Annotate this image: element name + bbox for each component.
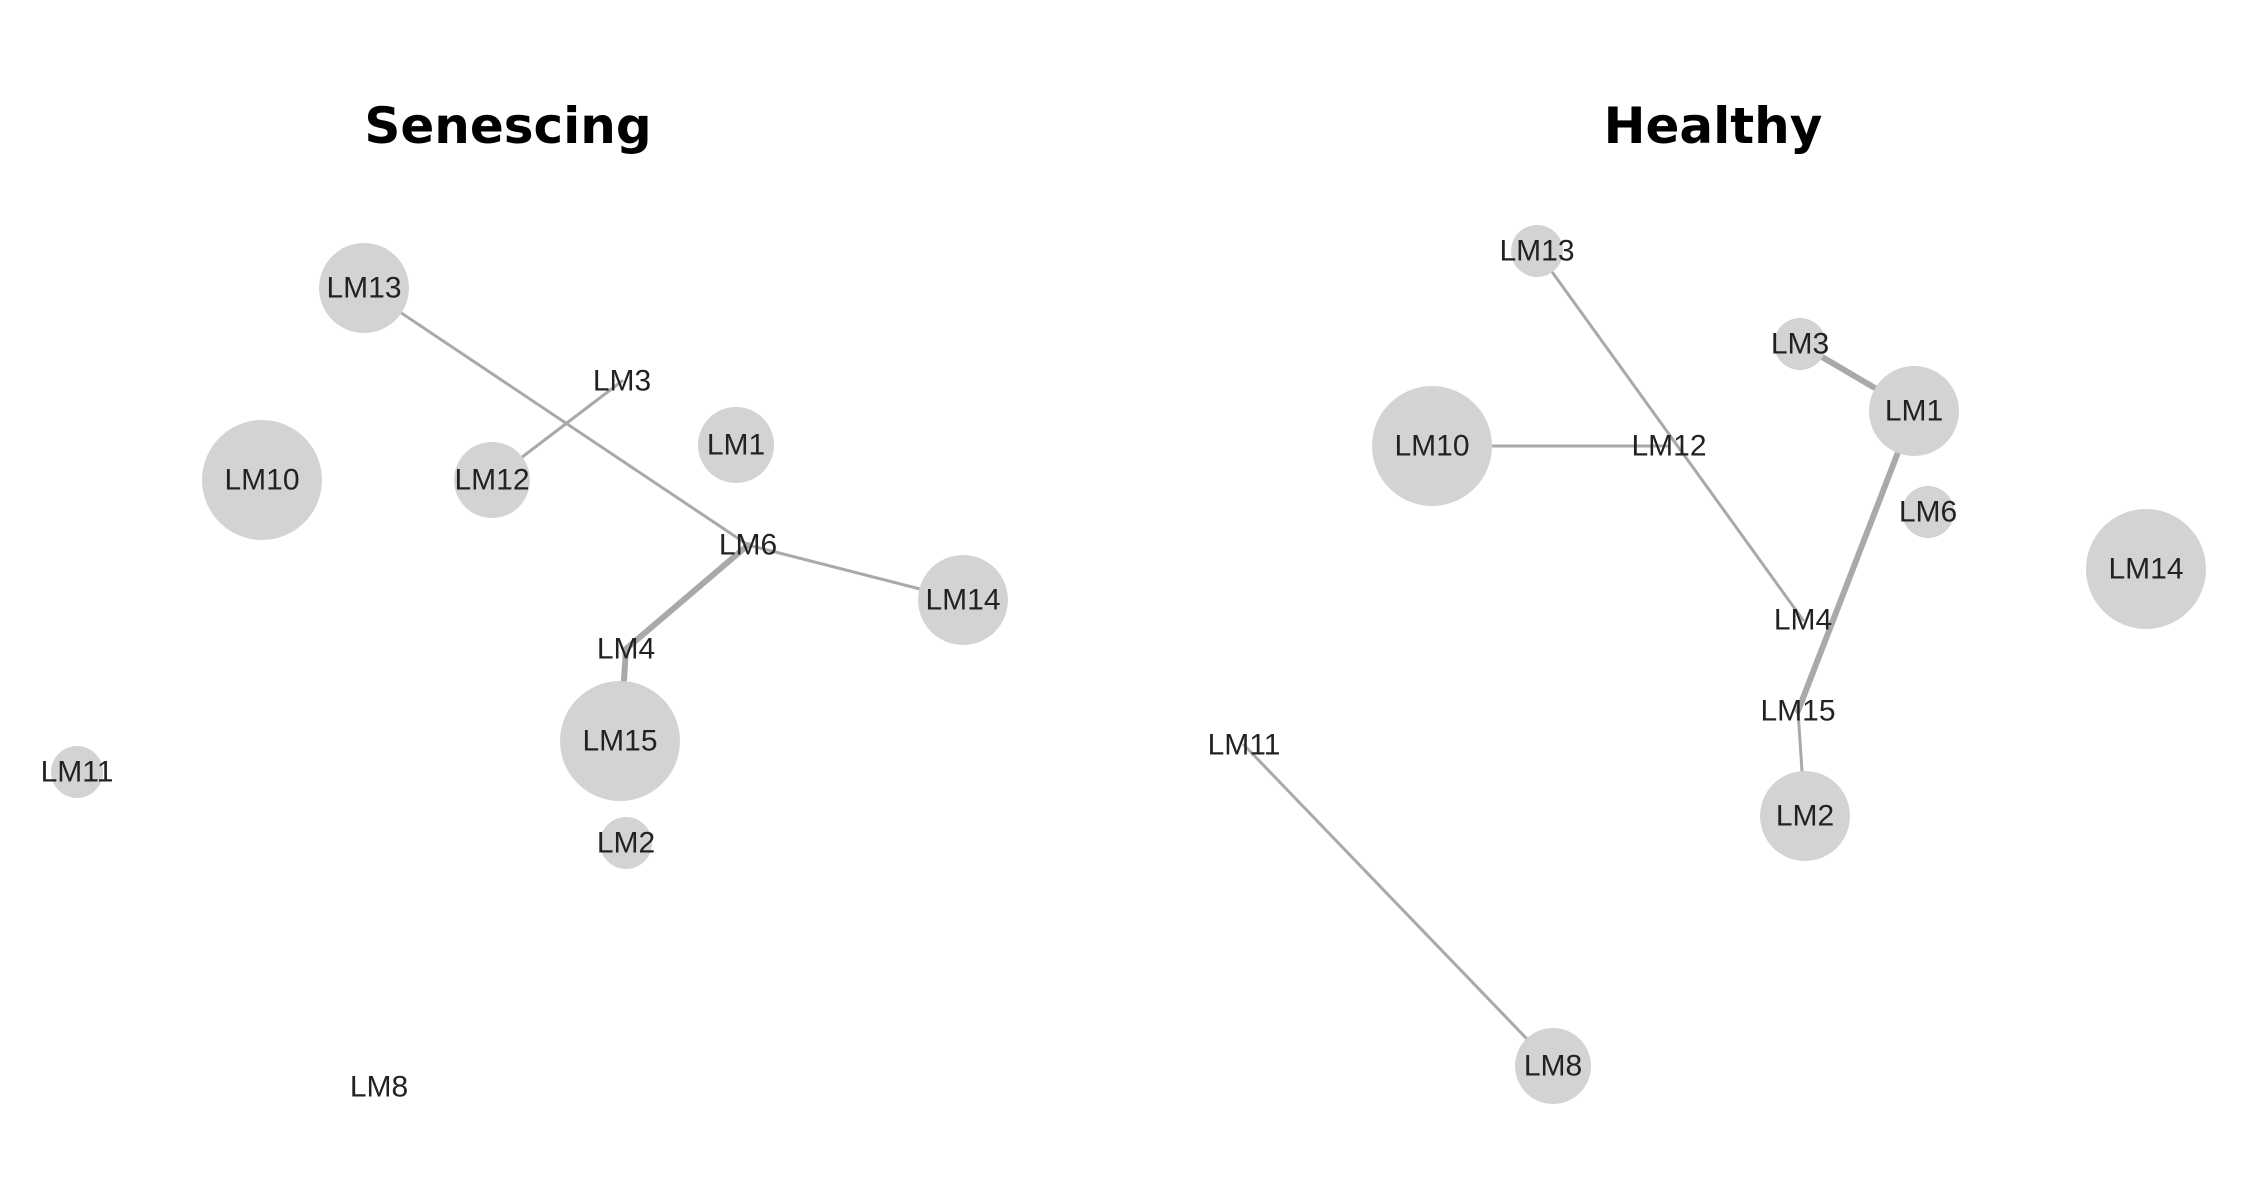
senescing-node-circle-lm12 xyxy=(454,442,530,518)
healthy-node-circle-lm3 xyxy=(1774,318,1826,370)
healthy-node-lm14: LM14 xyxy=(2086,509,2206,629)
senescing-node-label-lm4: LM4 xyxy=(597,633,655,666)
healthy-node-lm15: LM15 xyxy=(1760,695,1835,728)
healthy-node-lm2: LM2 xyxy=(1760,771,1850,861)
healthy-nodes: LM13 LM3 LM1 LM10 LM12 LM6 LM14 LM4 LM15 LM2 LM11 L… xyxy=(1208,225,2206,1104)
healthy-title: Healthy xyxy=(1604,97,1823,155)
healthy-node-lm4: LM4 xyxy=(1774,604,1832,637)
healthy-node-lm13: LM13 xyxy=(1499,225,1575,277)
senescing-node-circle-lm13 xyxy=(319,243,409,333)
senescing-nodes: LM13 LM3 LM1 LM10 LM12 LM6 LM14 LM4 LM15 LM11 LM2 L… xyxy=(41,243,1008,1104)
senescing-node-label-lm11: LM11 xyxy=(41,756,114,789)
healthy-node-label-lm4: LM4 xyxy=(1774,604,1832,637)
senescing-node-lm11: LM11 xyxy=(41,746,114,798)
senescing-node-label-lm15: LM15 xyxy=(582,725,657,758)
healthy-node-label-lm11: LM11 xyxy=(1208,729,1281,762)
healthy-node-label-lm13: LM13 xyxy=(1499,235,1574,268)
healthy-node-label-lm15: LM15 xyxy=(1760,695,1835,728)
healthy-node-label-lm10: LM10 xyxy=(1394,430,1469,463)
senescing-edge-lm6-lm4 xyxy=(623,542,751,652)
healthy-node-lm3: LM3 xyxy=(1771,318,1829,370)
healthy-node-circle-lm8 xyxy=(1515,1028,1591,1104)
senescing-node-label-lm3: LM3 xyxy=(593,365,651,398)
senescing-node-lm2: LM2 xyxy=(597,817,655,869)
healthy-node-circle-lm1 xyxy=(1869,366,1959,456)
senescing-node-lm6: LM6 xyxy=(719,529,777,562)
healthy-node-label-lm2: LM2 xyxy=(1776,800,1834,833)
healthy-node-label-lm12: LM12 xyxy=(1631,430,1706,463)
healthy-node-lm11: LM11 xyxy=(1208,729,1281,762)
senescing-node-lm8: LM8 xyxy=(350,1071,408,1104)
senescing-node-lm12: LM12 xyxy=(454,442,530,518)
senescing-node-label-lm12: LM12 xyxy=(454,464,529,497)
senescing-node-label-lm14: LM14 xyxy=(925,584,1000,617)
senescing-node-label-lm13: LM13 xyxy=(326,272,401,305)
senescing-node-lm4: LM4 xyxy=(597,633,655,666)
healthy-node-lm8: LM8 xyxy=(1515,1028,1591,1104)
senescing-node-label-lm8: LM8 xyxy=(350,1071,408,1104)
healthy-node-circle-lm10 xyxy=(1372,386,1492,506)
healthy-panel: Healthy LM13 LM3 LM1 LM10 LM12 LM6 LM14 LM4 LM15… xyxy=(1208,97,2206,1104)
healthy-node-label-lm6: LM6 xyxy=(1899,496,1957,529)
senescing-node-circle-lm2 xyxy=(600,817,652,869)
senescing-node-lm13: LM13 xyxy=(319,243,409,333)
senescing-node-circle-lm11 xyxy=(51,746,103,798)
healthy-node-circle-lm13 xyxy=(1511,225,1563,277)
healthy-edge-lm13-lm4 xyxy=(1535,249,1805,622)
healthy-edge-lm11-lm8 xyxy=(1242,743,1555,1068)
senescing-node-circle-lm1 xyxy=(698,407,774,483)
healthy-node-lm12: LM12 xyxy=(1631,430,1706,463)
senescing-node-label-lm2: LM2 xyxy=(597,827,655,860)
senescing-node-circle-lm15 xyxy=(560,681,680,801)
senescing-node-lm14: LM14 xyxy=(918,555,1008,645)
healthy-node-label-lm1: LM1 xyxy=(1885,395,1943,428)
senescing-edge-lm13-lm6 xyxy=(362,286,750,547)
healthy-node-label-lm8: LM8 xyxy=(1524,1050,1582,1083)
senescing-node-circle-lm10 xyxy=(202,420,322,540)
healthy-node-lm6: LM6 xyxy=(1899,486,1957,538)
senescing-node-label-lm10: LM10 xyxy=(224,464,299,497)
healthy-edge-lm1-lm15 xyxy=(1795,408,1917,714)
senescing-node-circle-lm14 xyxy=(918,555,1008,645)
healthy-edges xyxy=(1242,249,1917,1068)
senescing-node-lm1: LM1 xyxy=(698,407,774,483)
healthy-node-label-lm14: LM14 xyxy=(2108,553,2183,586)
healthy-node-label-lm3: LM3 xyxy=(1771,328,1829,361)
healthy-node-circle-lm14 xyxy=(2086,509,2206,629)
senescing-edges xyxy=(362,286,965,744)
healthy-node-circle-lm2 xyxy=(1760,771,1850,861)
healthy-node-lm1: LM1 xyxy=(1869,366,1959,456)
healthy-node-circle-lm6 xyxy=(1902,486,1954,538)
senescing-node-label-lm6: LM6 xyxy=(719,529,777,562)
senescing-node-label-lm1: LM1 xyxy=(707,429,765,462)
senescing-node-lm15: LM15 xyxy=(560,681,680,801)
healthy-node-lm10: LM10 xyxy=(1372,386,1492,506)
senescing-node-lm3: LM3 xyxy=(593,365,651,398)
senescing-node-lm10: LM10 xyxy=(202,420,322,540)
senescing-title: Senescing xyxy=(364,97,651,155)
